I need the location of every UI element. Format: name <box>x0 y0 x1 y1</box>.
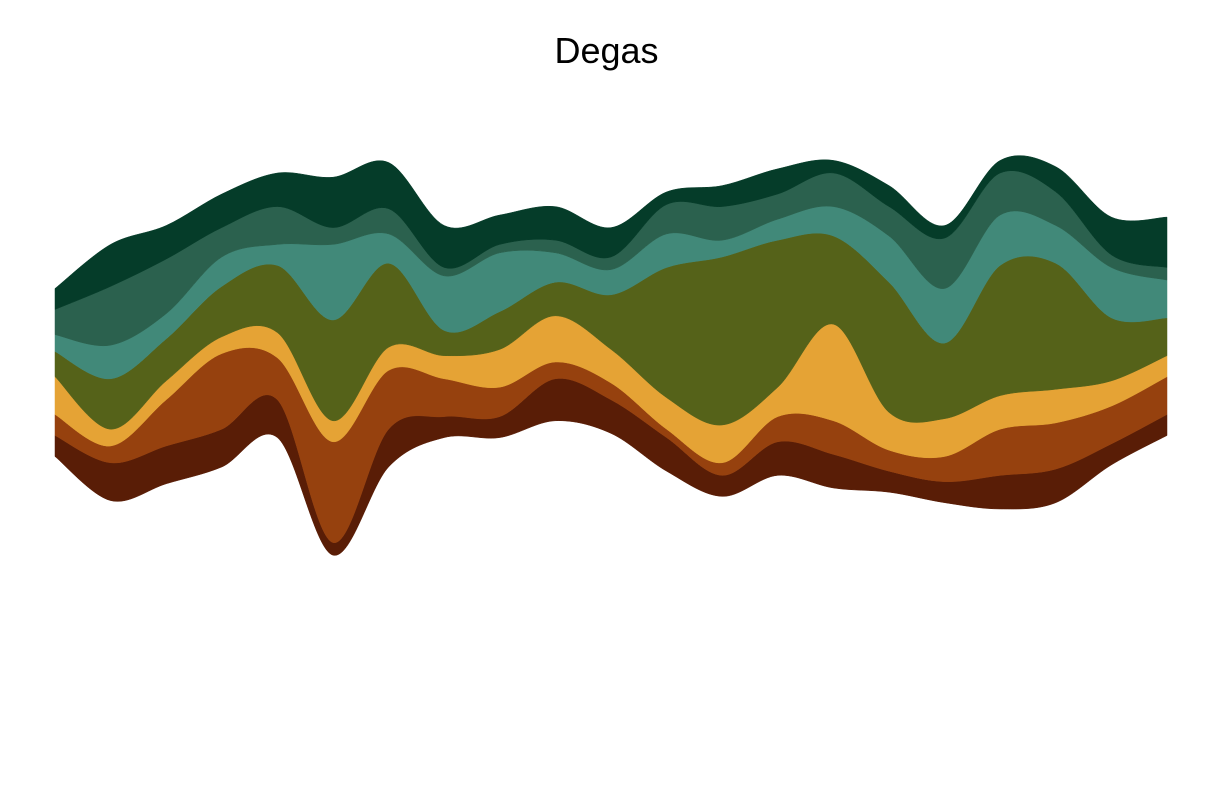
stream-layer-7 <box>54 155 1168 310</box>
chart-title: Degas <box>554 30 659 71</box>
